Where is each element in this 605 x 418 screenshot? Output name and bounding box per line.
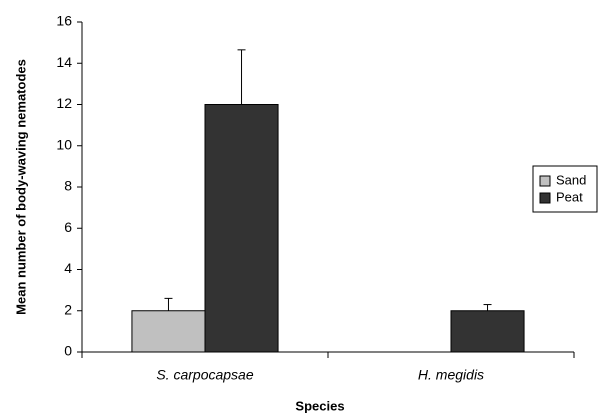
bar <box>450 310 525 353</box>
y-tick-label: 14 <box>56 54 72 70</box>
y-tick-label: 8 <box>64 178 72 194</box>
bar <box>204 104 279 353</box>
y-axis-title: Mean number of body-waving nematodes <box>13 59 28 315</box>
y-tick-label: 2 <box>64 301 72 317</box>
legend-label: Sand <box>556 172 586 187</box>
x-tick-label: H. megidis <box>418 367 484 383</box>
legend-swatch <box>539 192 551 204</box>
y-tick-label: 12 <box>56 95 72 111</box>
y-tick-label: 6 <box>64 219 72 235</box>
y-tick-label: 10 <box>56 136 72 152</box>
y-tick-label: 4 <box>64 260 72 276</box>
legend-swatch <box>539 175 551 187</box>
y-tick-label: 0 <box>64 343 72 359</box>
y-tick-label: 16 <box>56 13 72 29</box>
bar <box>131 310 206 353</box>
legend-label: Peat <box>556 189 583 204</box>
x-tick-label: S. carpocapsae <box>156 367 253 383</box>
legend <box>532 165 598 213</box>
error-bar <box>483 304 492 311</box>
error-bar <box>237 49 246 105</box>
x-axis-title: Species <box>295 398 344 413</box>
error-bar <box>164 297 173 311</box>
